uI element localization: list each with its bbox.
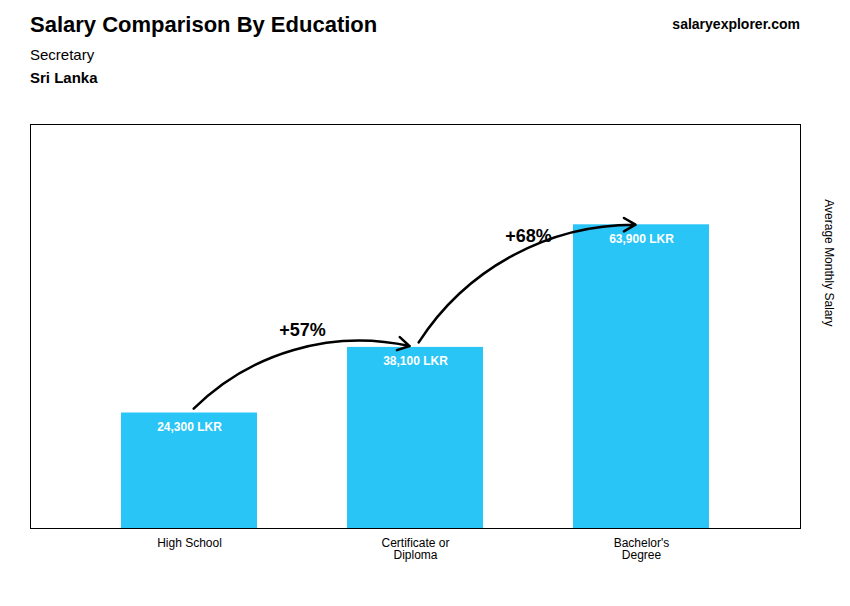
svg-text:Certificate orDiploma: Certificate orDiploma — [381, 536, 449, 562]
svg-text:63,900 LKR: 63,900 LKR — [609, 232, 674, 246]
html-text:Sri Lanka: Sri Lanka — [30, 69, 98, 86]
svg-text:38,100 LKR: 38,100 LKR — [383, 354, 448, 368]
svg-text:+68%68: +68%68 — [505, 226, 552, 246]
svg-text:High School: High School — [157, 536, 222, 550]
svg-text:24,300 LKR: 24,300 LKR — [157, 420, 222, 434]
html-text:Salary Comparison By Education: Salary Comparison By Education — [30, 12, 378, 37]
svg-text:Average Monthly Salary: Average Monthly Salary — [822, 199, 836, 326]
svg-text:+57%57: +57%57 — [279, 320, 326, 340]
html-text:Secretary: Secretary — [30, 46, 95, 63]
html-text:salaryexplorer.com: salaryexplorer.com — [672, 16, 800, 32]
svg-text:Bachelor'sDegree: Bachelor'sDegree — [614, 536, 670, 562]
